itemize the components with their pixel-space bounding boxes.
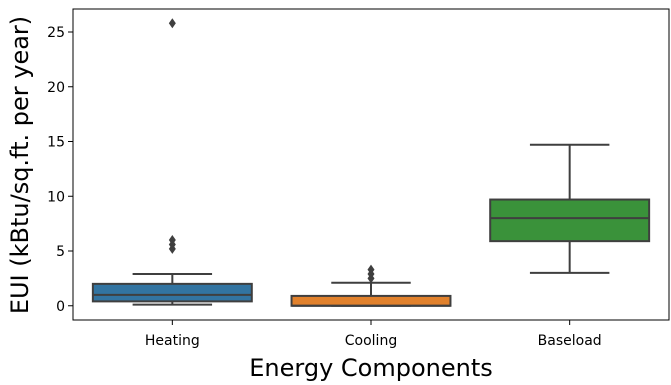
y-tick-label: 5 [56, 244, 65, 260]
y-tick-label: 10 [47, 189, 65, 205]
y-axis: 0 5 10 15 20 25 [47, 25, 73, 315]
box-group [91, 18, 253, 306]
plot-area [91, 18, 651, 307]
outlier-point [168, 243, 176, 254]
x-axis: Heating Cooling Baseload [145, 320, 602, 349]
box-iqr [91, 282, 253, 303]
x-axis-title: Energy Components [249, 354, 493, 382]
outlier-point [168, 18, 176, 29]
x-tick-label: Baseload [538, 333, 602, 349]
y-tick-label: 25 [47, 25, 65, 41]
x-tick-label: Heating [145, 333, 200, 349]
y-tick-label: 15 [47, 135, 65, 151]
box-iqr [290, 294, 452, 307]
box-group [290, 264, 452, 307]
box-iqr [489, 198, 651, 243]
box-group [489, 143, 651, 274]
y-tick-label: 0 [56, 299, 65, 315]
x-tick-label: Cooling [345, 333, 397, 349]
y-axis-title: EUI (kBtu/sq.ft. per year) [6, 16, 34, 314]
outlier-point [367, 273, 375, 284]
y-tick-label: 20 [47, 80, 65, 96]
